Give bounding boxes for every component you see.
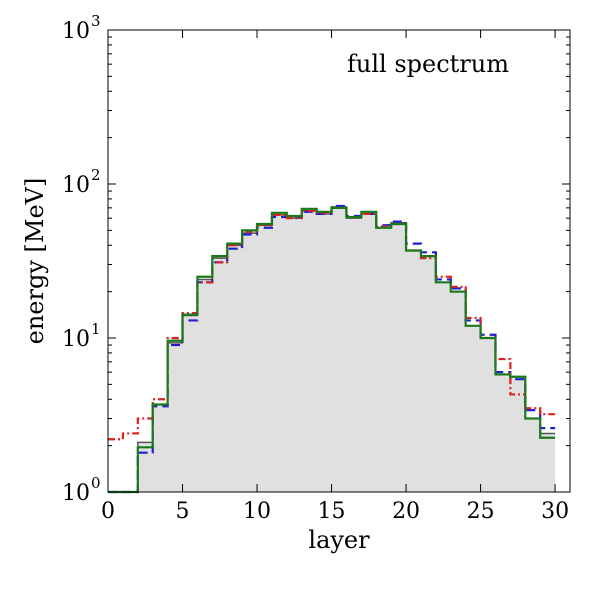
y-tick-exponent: 0 [91, 474, 101, 492]
chart-annotation: full spectrum [347, 50, 509, 78]
y-tick-label: 10 [62, 327, 90, 352]
y-tick-label: 10 [62, 173, 90, 198]
x-tick-label: 25 [467, 499, 495, 524]
y-axis-label: energy [MeV] [21, 178, 49, 345]
y-tick-label: 10 [62, 19, 90, 44]
y-tick-exponent: 2 [91, 166, 101, 184]
y-tick-exponent: 3 [91, 12, 101, 30]
x-tick-label: 15 [318, 499, 346, 524]
series-step-line [108, 206, 556, 494]
series-step-line [108, 204, 556, 494]
plot-frame [107, 29, 571, 493]
x-tick-label: 20 [392, 499, 420, 524]
series-2 [108, 204, 556, 494]
y-tick-label: 10 [62, 481, 90, 506]
series-layer [108, 204, 556, 494]
series-4 [108, 206, 556, 494]
series-fill-area [108, 206, 556, 492]
y-tick-exponent: 1 [91, 320, 101, 338]
x-tick-label: 0 [101, 499, 115, 524]
x-tick-label: 10 [243, 499, 271, 524]
x-tick-label: 5 [176, 499, 190, 524]
x-tick-label: 30 [541, 499, 569, 524]
x-axis-label: layer [308, 526, 370, 554]
